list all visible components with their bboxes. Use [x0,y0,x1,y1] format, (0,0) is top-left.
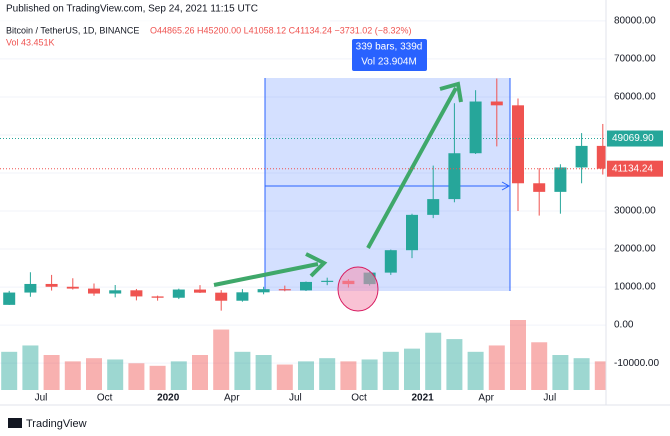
logo-icon [8,418,22,428]
volume-bar [404,348,420,390]
volume-bar [425,332,442,390]
volume-bar [170,361,187,390]
candle-body [215,292,228,301]
candle-body [533,183,546,192]
price-tag [607,160,663,177]
y-tick-label: 20000.00 [614,244,656,255]
candle-body [194,289,206,293]
candle-body [406,214,418,251]
measure-label-box [352,39,427,71]
volume-bar [361,359,378,390]
candle-body [596,145,606,169]
y-tick-label: 60000.00 [614,92,656,103]
price-tag [607,130,663,147]
measure-bars: 339 bars, 339d [356,42,423,53]
candle-body [66,286,79,289]
x-tick-label: Apr [224,393,240,404]
x-tick-label: Jul [543,393,556,404]
candle-body [109,290,122,294]
candle-body [257,289,270,293]
trend-arrows [213,81,463,287]
published: Published on TradingView.com, Sep 24, 20… [6,4,258,15]
volume-bar [213,329,230,390]
x-tick-label: 2020 [157,393,180,404]
candle-body [236,292,249,301]
ohlc: O44865.26 H45200.00 L41058.12 C41134.24 … [150,25,412,35]
candle-body [45,283,58,287]
candle-body [24,283,37,293]
x-tick-label: Oct [351,393,367,404]
candle-body [427,199,440,215]
measure-volume: Vol 23.904M [361,57,417,68]
volume-bar [234,351,251,390]
volume-bar [573,358,590,390]
candle-body [490,101,503,106]
candle-body [384,250,397,273]
volume-bar [192,355,208,390]
y-tick-label: 0.00 [614,320,634,331]
volume-bar [276,364,293,390]
candle-body [3,292,16,305]
candle-body [448,153,461,200]
price-tag-label: 41134.24 [612,163,653,174]
x-tick-label: Apr [478,393,494,404]
volume-bar [510,320,526,390]
volume-bar [298,361,314,390]
symbol: Bitcoin / TetherUS, 1D, BINANCE [6,25,139,35]
volume-bar [107,359,124,390]
volume-bar [64,361,81,390]
y-tick-label: 30000.00 [614,206,656,217]
volume-bar [43,355,60,390]
volume-bar [488,345,505,390]
range-arrow-head [501,181,511,191]
candle-body [575,145,588,168]
candle-body [300,281,312,291]
volume-legend: Vol 43.451K [6,37,55,47]
candle-body [512,105,524,184]
volume-bar [1,351,18,390]
y-tick-label: 80000.00 [614,16,656,27]
candle-body [130,290,143,297]
price-tag-label: 49069.90 [612,133,654,144]
volume-bar [467,351,484,390]
x-tick-label: Jul [289,393,302,404]
price-labels: -10000.000.0010000.0020000.0030000.00400… [614,16,659,369]
volume-bar [552,355,569,390]
volume-bar [594,361,606,390]
y-tick-label: 10000.00 [614,282,656,293]
candle-body [469,101,482,154]
y-tick-label: 70000.00 [614,54,656,65]
candle-body [88,288,100,294]
x-tick-label: Jul [35,393,48,404]
y-tick-label: -10000.00 [614,358,659,369]
volume-bar [382,351,399,390]
volume-bar [319,358,336,390]
candle-body [278,289,291,291]
grid [0,20,606,364]
candle-body [321,280,334,282]
volume-bar [446,339,463,390]
candle-body [554,167,567,192]
volume-bar [531,342,548,390]
candle-body [151,296,164,298]
candle-body [172,289,185,298]
volume-bar [149,365,166,390]
logo: TradingView [26,418,87,430]
volume-bar [255,355,272,390]
x-tick-label: 2021 [411,393,434,404]
volume-layer [1,320,606,390]
highlight-circle [337,266,379,312]
volume-bar [86,358,102,390]
volume-bar [340,361,357,390]
volume-bar [22,345,39,390]
x-tick-label: Oct [97,393,113,404]
volume-bar [128,363,145,390]
legend-bg [0,0,330,52]
